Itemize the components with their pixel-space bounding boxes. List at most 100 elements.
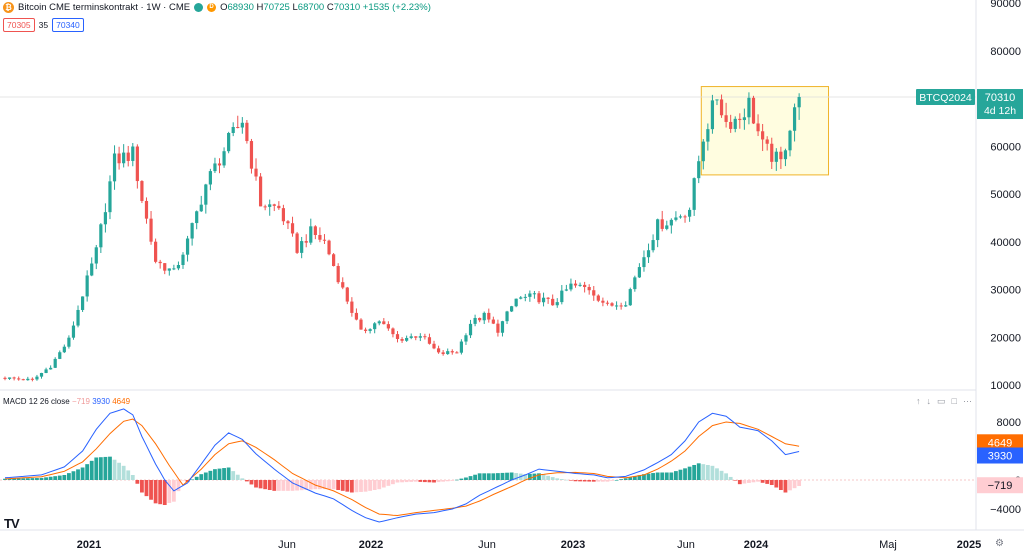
candle-body: [163, 263, 167, 271]
candle: [551, 294, 555, 306]
candle-body: [213, 163, 217, 172]
candle: [523, 293, 527, 302]
candle-body: [286, 221, 290, 224]
histogram-bar: [578, 480, 582, 482]
macd-legend[interactable]: MACD 12 26 close −719 3930 4649: [3, 397, 131, 406]
delay-flag-icon: D: [207, 3, 217, 12]
candle-body: [710, 100, 715, 130]
candle: [505, 310, 509, 325]
candle-body: [514, 298, 518, 307]
candle: [464, 333, 468, 345]
candle: [765, 136, 769, 151]
symbol-tag-bg: [916, 89, 975, 106]
symbol-title[interactable]: Bitcoin CME terminskontrakt · 1W · CME: [18, 2, 191, 13]
candle-body: [17, 378, 21, 380]
candle: [80, 296, 85, 312]
candle: [236, 115, 240, 129]
candle-body: [332, 254, 336, 266]
candle: [17, 376, 21, 381]
candle-body: [619, 305, 623, 307]
histogram-bar: [331, 480, 336, 490]
histogram-bar: [582, 480, 587, 482]
candle: [405, 335, 409, 342]
candle: [496, 319, 500, 337]
histogram-bar: [336, 480, 341, 491]
candle-body: [610, 303, 614, 306]
candle: [131, 143, 135, 167]
candle: [277, 201, 281, 210]
candle: [300, 236, 304, 259]
candle: [688, 207, 692, 222]
candle: [651, 234, 655, 253]
candle: [368, 328, 372, 334]
time-axis-tick-label: 2021: [77, 539, 101, 551]
histogram-bar: [610, 480, 614, 481]
gear-icon[interactable]: ⚙: [995, 538, 1004, 549]
pane-controls[interactable]: ↑↓▭□⋯: [916, 396, 978, 407]
candle-body: [729, 121, 733, 129]
candle-body: [573, 283, 578, 286]
candle-body: [167, 268, 171, 271]
candle-body: [341, 282, 345, 288]
histogram-bar: [130, 474, 135, 480]
candle-body: [391, 328, 395, 335]
candle-body: [208, 171, 212, 185]
candle-body: [633, 277, 637, 290]
candle-body: [71, 325, 76, 338]
histogram-bar: [299, 480, 304, 491]
candle-body: [624, 305, 628, 307]
histogram-bar: [359, 480, 363, 492]
candle-body: [761, 131, 765, 140]
candle-body: [468, 323, 473, 336]
candle-body: [94, 247, 98, 264]
candle-body: [669, 219, 673, 226]
histogram-bar: [66, 473, 71, 480]
histogram-bar: [728, 476, 733, 480]
candle: [592, 285, 596, 301]
buy-price-button[interactable]: 70340: [52, 18, 84, 32]
histogram-bar: [687, 466, 692, 480]
candle: [414, 336, 418, 341]
candle-body: [140, 181, 144, 201]
candle: [185, 235, 190, 262]
candle: [601, 297, 605, 307]
candle: [341, 277, 345, 290]
candle: [783, 148, 788, 167]
candle: [254, 158, 258, 181]
candle: [624, 301, 628, 307]
tradingview-logo-icon[interactable]: TV: [4, 516, 20, 531]
histogram-bar: [276, 480, 281, 491]
histogram-bar: [304, 480, 309, 490]
spread-value: 35: [38, 20, 49, 30]
candle: [756, 114, 760, 137]
candle: [473, 314, 477, 327]
histogram-bar: [281, 480, 286, 491]
candle: [432, 340, 436, 350]
histogram-bar: [21, 478, 26, 480]
candle-body: [227, 132, 231, 152]
sell-price-button[interactable]: 70305: [3, 18, 35, 32]
candle: [706, 123, 710, 151]
candle-body: [204, 184, 208, 205]
histogram-bar: [422, 480, 427, 483]
histogram-bar: [222, 468, 226, 480]
histogram-bar: [614, 480, 619, 481]
more-icon: ⋯: [962, 396, 978, 406]
histogram-bar: [783, 480, 788, 493]
candle-body: [322, 239, 327, 241]
histogram-bar: [769, 480, 774, 486]
candle-body: [605, 302, 610, 304]
histogram-bar: [674, 471, 678, 480]
candle-body: [386, 324, 390, 329]
histogram-bar: [505, 472, 509, 480]
candle: [792, 103, 797, 142]
histogram-bar: [85, 464, 90, 480]
candle: [35, 374, 39, 381]
candle: [532, 290, 537, 299]
histogram-bar: [628, 477, 633, 480]
candle-body: [30, 378, 34, 380]
candle-body: [249, 141, 254, 169]
candle-body: [181, 254, 185, 266]
candle-body: [505, 311, 509, 322]
